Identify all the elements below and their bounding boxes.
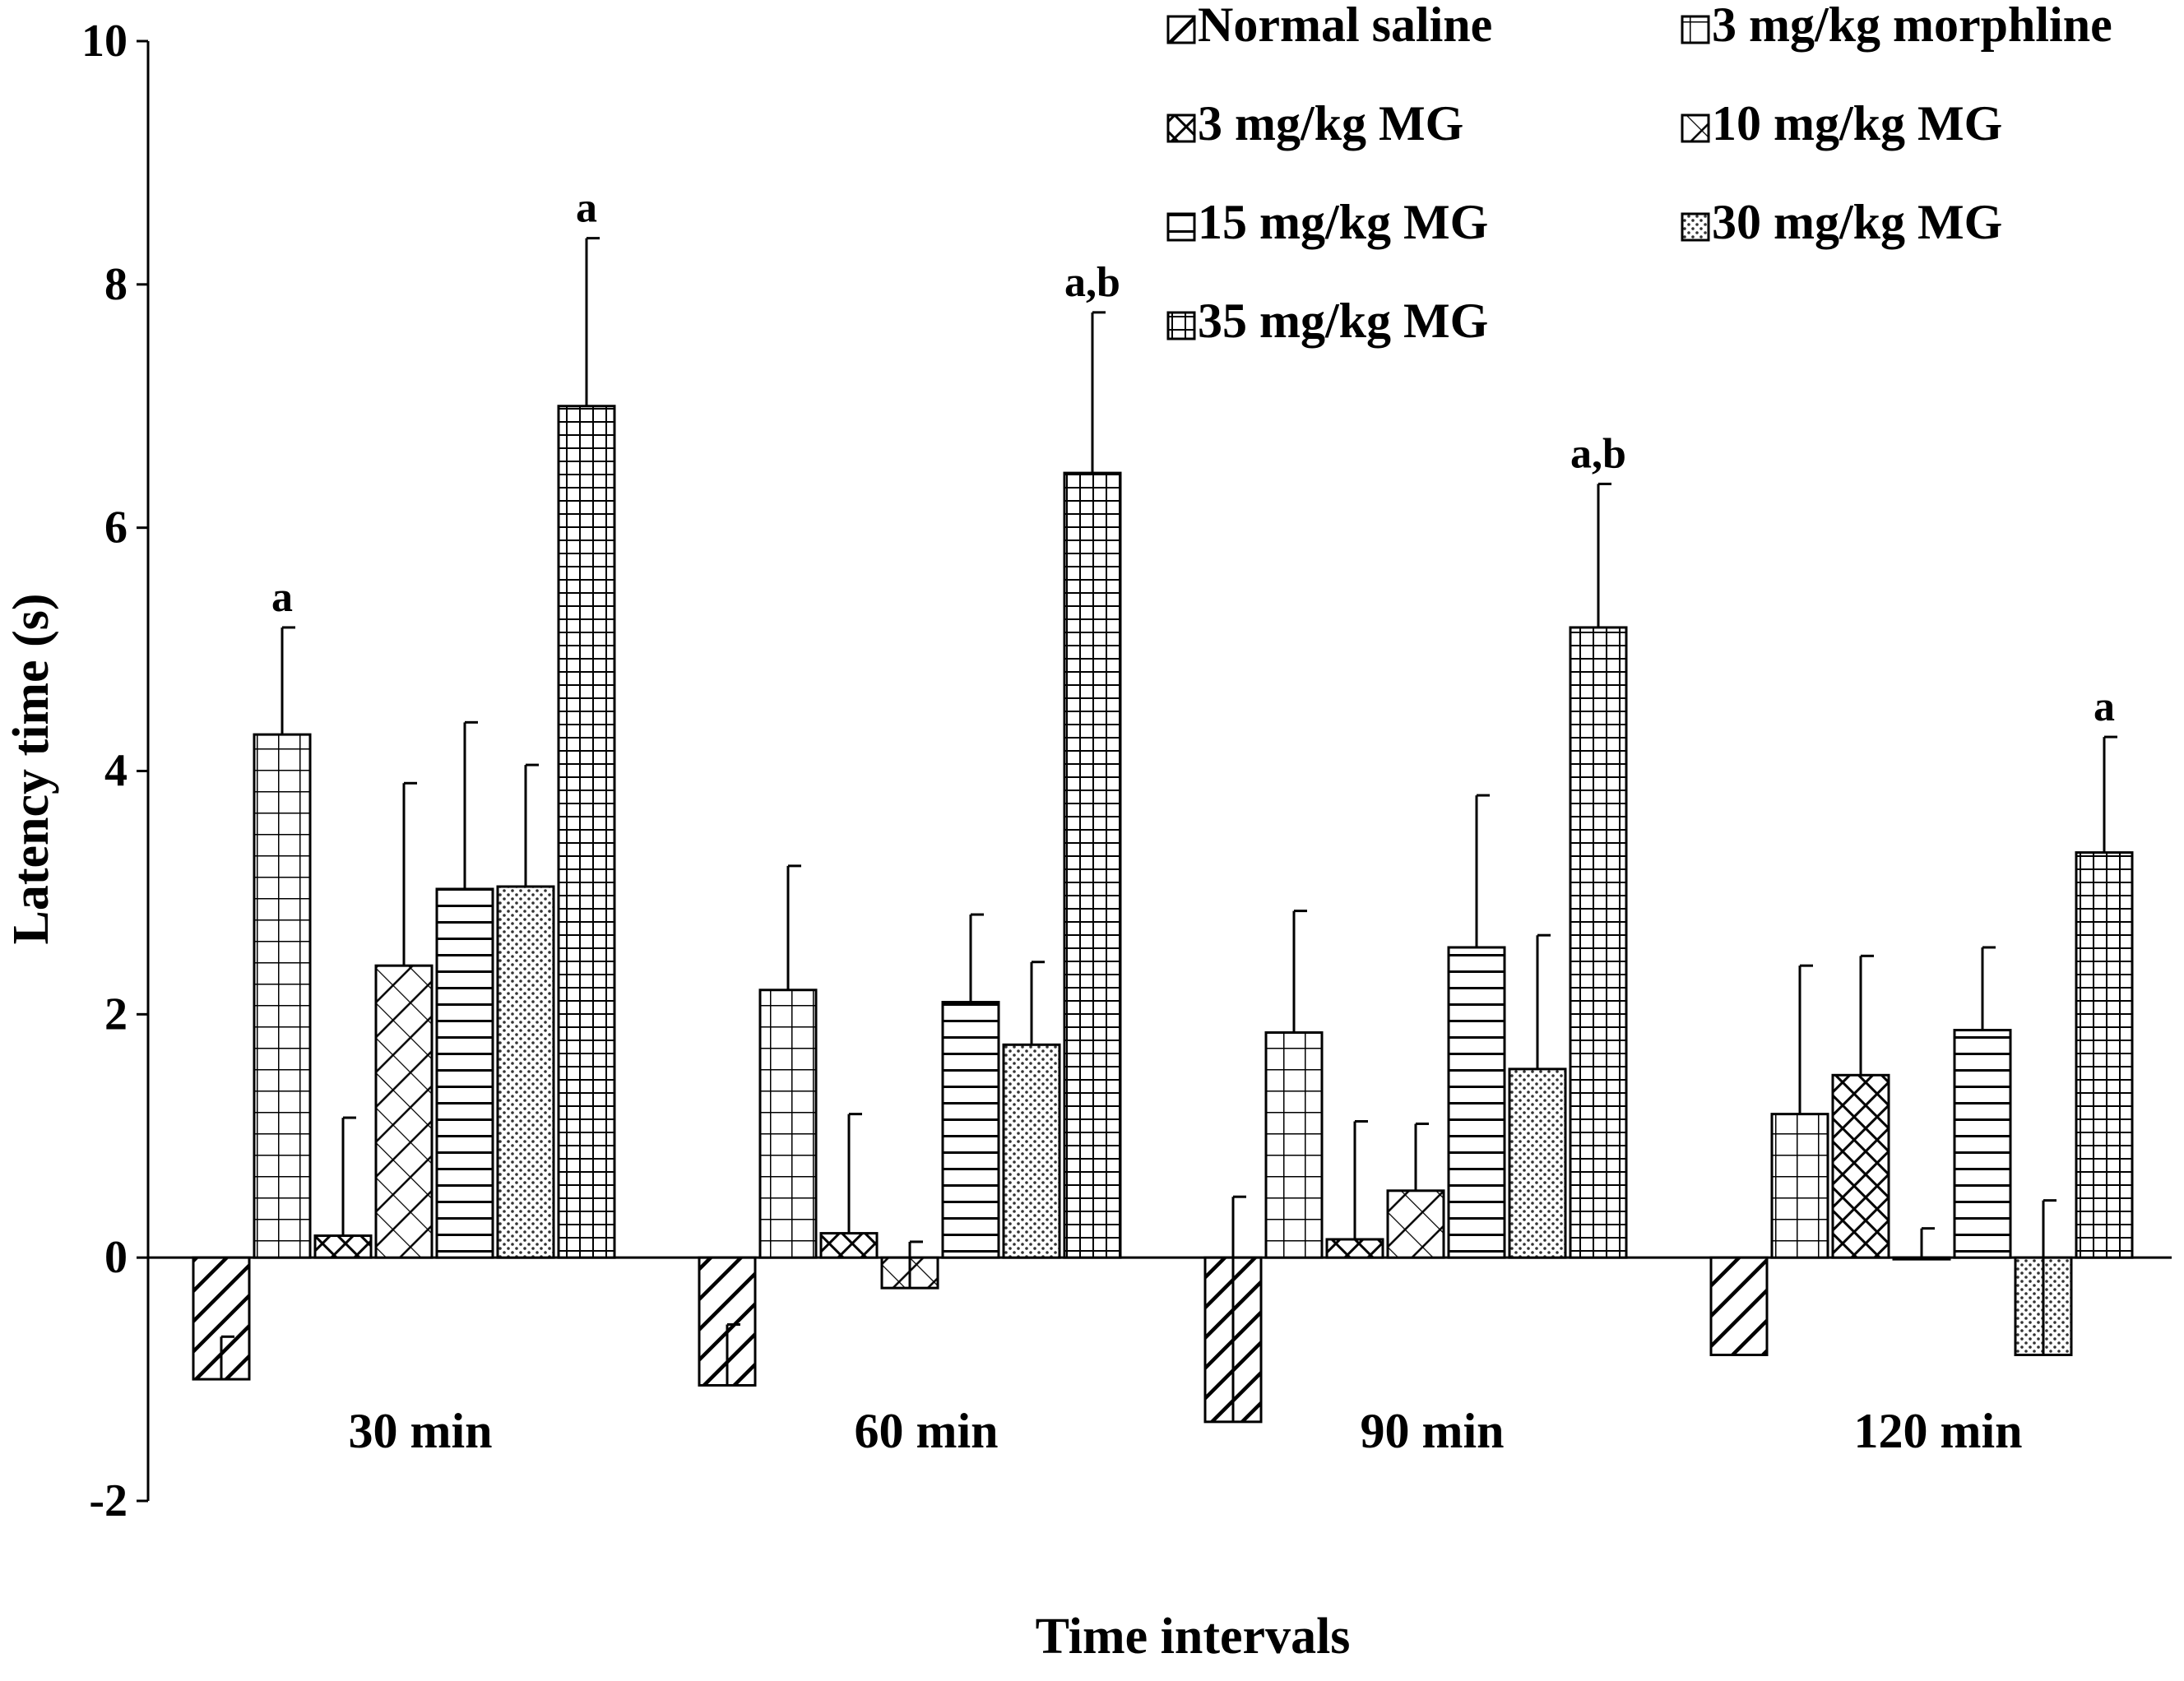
significance-label: a,b: [1064, 259, 1120, 306]
legend-label: Normal saline: [1198, 0, 1492, 52]
bar: [1770, 1113, 1829, 1259]
bar: [1063, 471, 1122, 1259]
legend-label: 35 mg/kg MG: [1198, 294, 1488, 348]
bar: [435, 887, 494, 1259]
significance-label: a: [2094, 683, 2115, 730]
legend: Normal saline 3 mg/kg morphline 3 mg/kg MG…: [1166, 0, 2112, 348]
bar: [941, 1001, 1000, 1259]
bar: [819, 1232, 879, 1259]
bar: [496, 885, 555, 1259]
bar: [1325, 1238, 1384, 1259]
category-label: 30 min: [348, 1404, 492, 1458]
category-label: 90 min: [1360, 1404, 1504, 1458]
y-tick-label: 8: [104, 259, 128, 310]
legend-label: 3 mg/kg morphline: [1712, 0, 2112, 52]
bar: [253, 733, 312, 1259]
legend-swatch: [1166, 15, 1196, 44]
bar: [1264, 1031, 1324, 1259]
legend-swatch: [1166, 311, 1196, 340]
legend-swatch: [1681, 212, 1710, 242]
bar: [192, 1256, 251, 1381]
category-label: 120 min: [1853, 1404, 2022, 1458]
y-tick-label: 10: [81, 16, 128, 67]
bar: [557, 405, 616, 1259]
legend-label: 30 mg/kg MG: [1712, 195, 2002, 249]
bar: [1386, 1189, 1445, 1259]
y-tick-label: 2: [104, 989, 128, 1040]
legend-swatch: [1166, 113, 1196, 143]
y-tick-label: 0: [104, 1232, 128, 1283]
x-axis-title: Time intervals: [1036, 1609, 1351, 1665]
legend-swatch: [1681, 15, 1710, 44]
legend-label: 10 mg/kg MG: [1712, 96, 2002, 151]
legend-label: 15 mg/kg MG: [1198, 195, 1488, 249]
bar: [1892, 1256, 1951, 1261]
y-tick-label: 6: [104, 502, 128, 553]
bar: [1508, 1067, 1567, 1259]
bar: [1831, 1073, 1890, 1259]
bars: a a 30 min a,b 60 min a,b 90 min a 120 min: [192, 185, 2134, 1458]
bar: [1709, 1256, 1769, 1356]
significance-label: a: [271, 574, 293, 621]
y-tick-label: -2: [89, 1475, 128, 1526]
bar: [1447, 946, 1506, 1259]
bar: [374, 964, 434, 1259]
bar: [758, 989, 818, 1259]
legend-swatch: [1166, 212, 1196, 242]
significance-label: a,b: [1570, 430, 1626, 477]
legend-label: 3 mg/kg MG: [1198, 96, 1463, 151]
category-label: 60 min: [854, 1404, 998, 1458]
legend-swatch: [1681, 113, 1710, 143]
y-axis-title: Latency time (s): [3, 594, 59, 945]
bar: [1953, 1029, 2012, 1259]
significance-label: a: [576, 185, 597, 232]
bar: [313, 1234, 373, 1259]
bar: [1002, 1043, 1061, 1259]
bar: [2075, 851, 2134, 1259]
y-tick-label: 4: [104, 746, 128, 797]
bar: [1569, 626, 1628, 1259]
